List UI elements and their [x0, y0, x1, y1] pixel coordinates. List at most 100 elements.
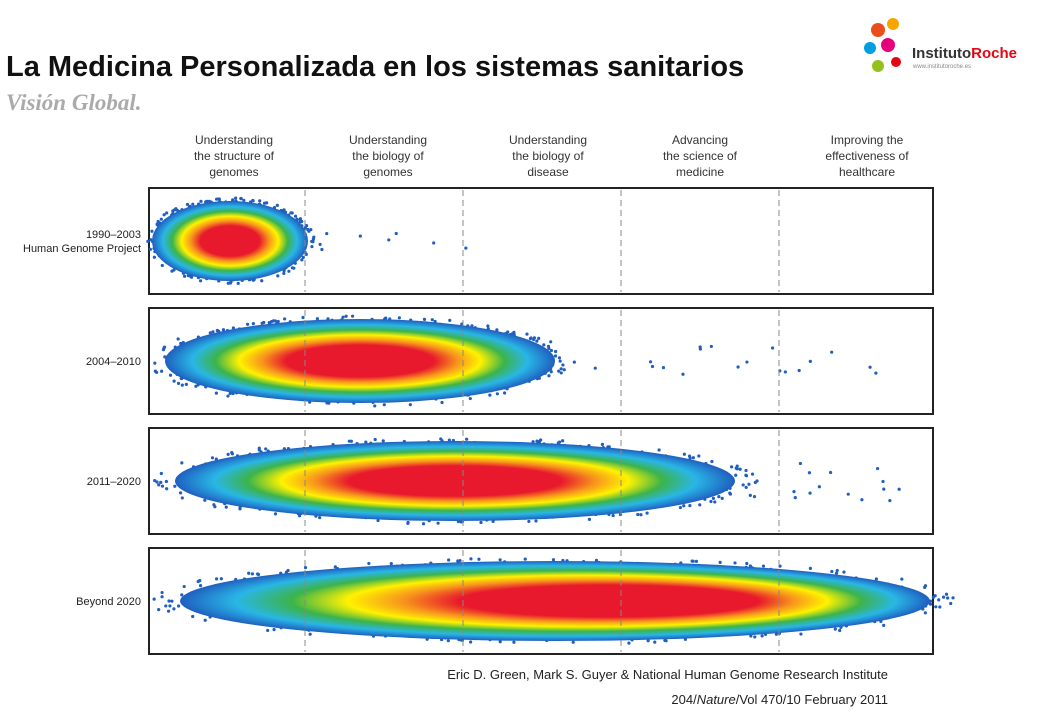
scatter-dot: [430, 318, 434, 322]
scatter-dot: [713, 500, 717, 504]
scatter-dot: [238, 506, 242, 510]
scatter-dot: [155, 370, 159, 374]
scatter-dot: [262, 201, 267, 205]
scatter-dot: [774, 632, 778, 636]
scatter-dot: [697, 454, 701, 458]
scatter-dot: [303, 566, 308, 570]
scatter-dot: [160, 263, 164, 268]
column-header: the structure of: [194, 149, 275, 163]
scatter-dot: [287, 269, 291, 273]
scatter-dot: [502, 391, 507, 395]
scatter-dot: [159, 217, 163, 221]
scatter-dot: [199, 199, 203, 203]
scatter-dot: [162, 213, 166, 217]
scatter-dot: [208, 331, 212, 335]
scatter-dot: [256, 572, 260, 576]
scatter-dot: [512, 640, 516, 644]
scatter-dot: [446, 639, 450, 643]
scatter-dot: [226, 281, 230, 285]
scatter-dot: [752, 495, 757, 499]
scatter-dot: [748, 564, 752, 568]
scatter-dot: [874, 371, 878, 375]
scatter-dot: [180, 461, 184, 465]
scatter-dot: [216, 197, 220, 201]
scatter-dot: [525, 332, 529, 336]
scatter-dot: [159, 480, 163, 485]
scatter-dot: [464, 246, 468, 250]
scatter-dot: [611, 513, 615, 518]
scatter-dot: [944, 592, 949, 596]
scatter-dot: [881, 479, 885, 484]
ref-part: Nature: [697, 692, 736, 707]
column-header: Advancing: [672, 133, 728, 147]
scatter-dot: [318, 242, 322, 246]
scatter-dot: [211, 330, 215, 334]
scatter-dot: [593, 366, 597, 370]
scatter-dot: [691, 456, 695, 460]
scatter-dot: [808, 359, 812, 363]
scatter-dot: [717, 495, 721, 499]
scatter-dot: [523, 557, 527, 561]
scatter-dot: [203, 618, 207, 622]
scatter-dot: [448, 318, 452, 322]
logo-text: InstitutoRoche: [912, 45, 1017, 62]
scatter-dot: [168, 373, 173, 377]
heat-blob: [180, 561, 930, 641]
scatter-dot: [183, 274, 187, 278]
scatter-dot: [373, 437, 377, 442]
scatter-dot: [748, 493, 752, 497]
scatter-dot: [897, 487, 901, 491]
scatter-dot: [951, 596, 955, 600]
scatter-dot: [682, 452, 686, 456]
scatter-dot: [817, 485, 821, 489]
scatter-dot: [760, 634, 764, 638]
scatter-dot: [344, 314, 348, 318]
scatter-dot: [214, 391, 218, 395]
scatter-dot: [709, 344, 713, 349]
column-header: genomes: [209, 165, 258, 179]
scatter-dot: [242, 198, 246, 202]
scatter-dot: [875, 466, 880, 471]
scatter-dot: [153, 479, 157, 483]
scatter-dot: [168, 604, 172, 608]
scatter-dot: [874, 577, 878, 581]
logo: InstitutoRoche www.institutoroche.es: [864, 18, 1017, 72]
scatter-dot: [528, 336, 533, 341]
scatter-dot: [210, 456, 215, 460]
scatter-dot: [196, 579, 200, 584]
scatter-dot: [687, 454, 692, 458]
scatter-dot: [532, 336, 537, 340]
scatter-dot: [835, 568, 839, 573]
scatter-dot: [465, 437, 469, 441]
scatter-dot: [928, 602, 933, 606]
scatter-dot: [198, 584, 203, 588]
scatter-dot: [661, 366, 666, 370]
logo-part: Instituto: [912, 45, 971, 62]
scatter-dot: [664, 639, 668, 643]
scatter-dot: [289, 211, 293, 215]
scatter-dot: [833, 627, 837, 631]
scatter-dot: [226, 394, 230, 398]
scatter-dot: [834, 571, 839, 575]
subtitle: Visión Global.: [6, 90, 141, 115]
scatter-dot: [367, 561, 371, 566]
scatter-dot: [558, 440, 562, 444]
scatter-dot: [397, 316, 401, 320]
scatter-dot: [159, 471, 163, 476]
scatter-dot: [160, 590, 164, 595]
scatter-dot: [744, 485, 748, 490]
scatter-dot: [537, 336, 541, 340]
scatter-dot: [341, 315, 345, 319]
scatter-dot: [535, 439, 539, 443]
row-label: 2011–2020: [87, 476, 141, 488]
scatter-dot: [176, 604, 181, 608]
scatter-dot: [185, 202, 190, 207]
scatter-dot: [247, 571, 251, 575]
scatter-dot: [744, 468, 748, 473]
scatter-dot: [198, 279, 203, 283]
scatter-dot: [436, 521, 440, 525]
scatter-dot: [162, 346, 166, 350]
scatter-dot: [808, 491, 812, 495]
scatter-dot: [808, 566, 812, 570]
scatter-dot: [477, 557, 481, 561]
